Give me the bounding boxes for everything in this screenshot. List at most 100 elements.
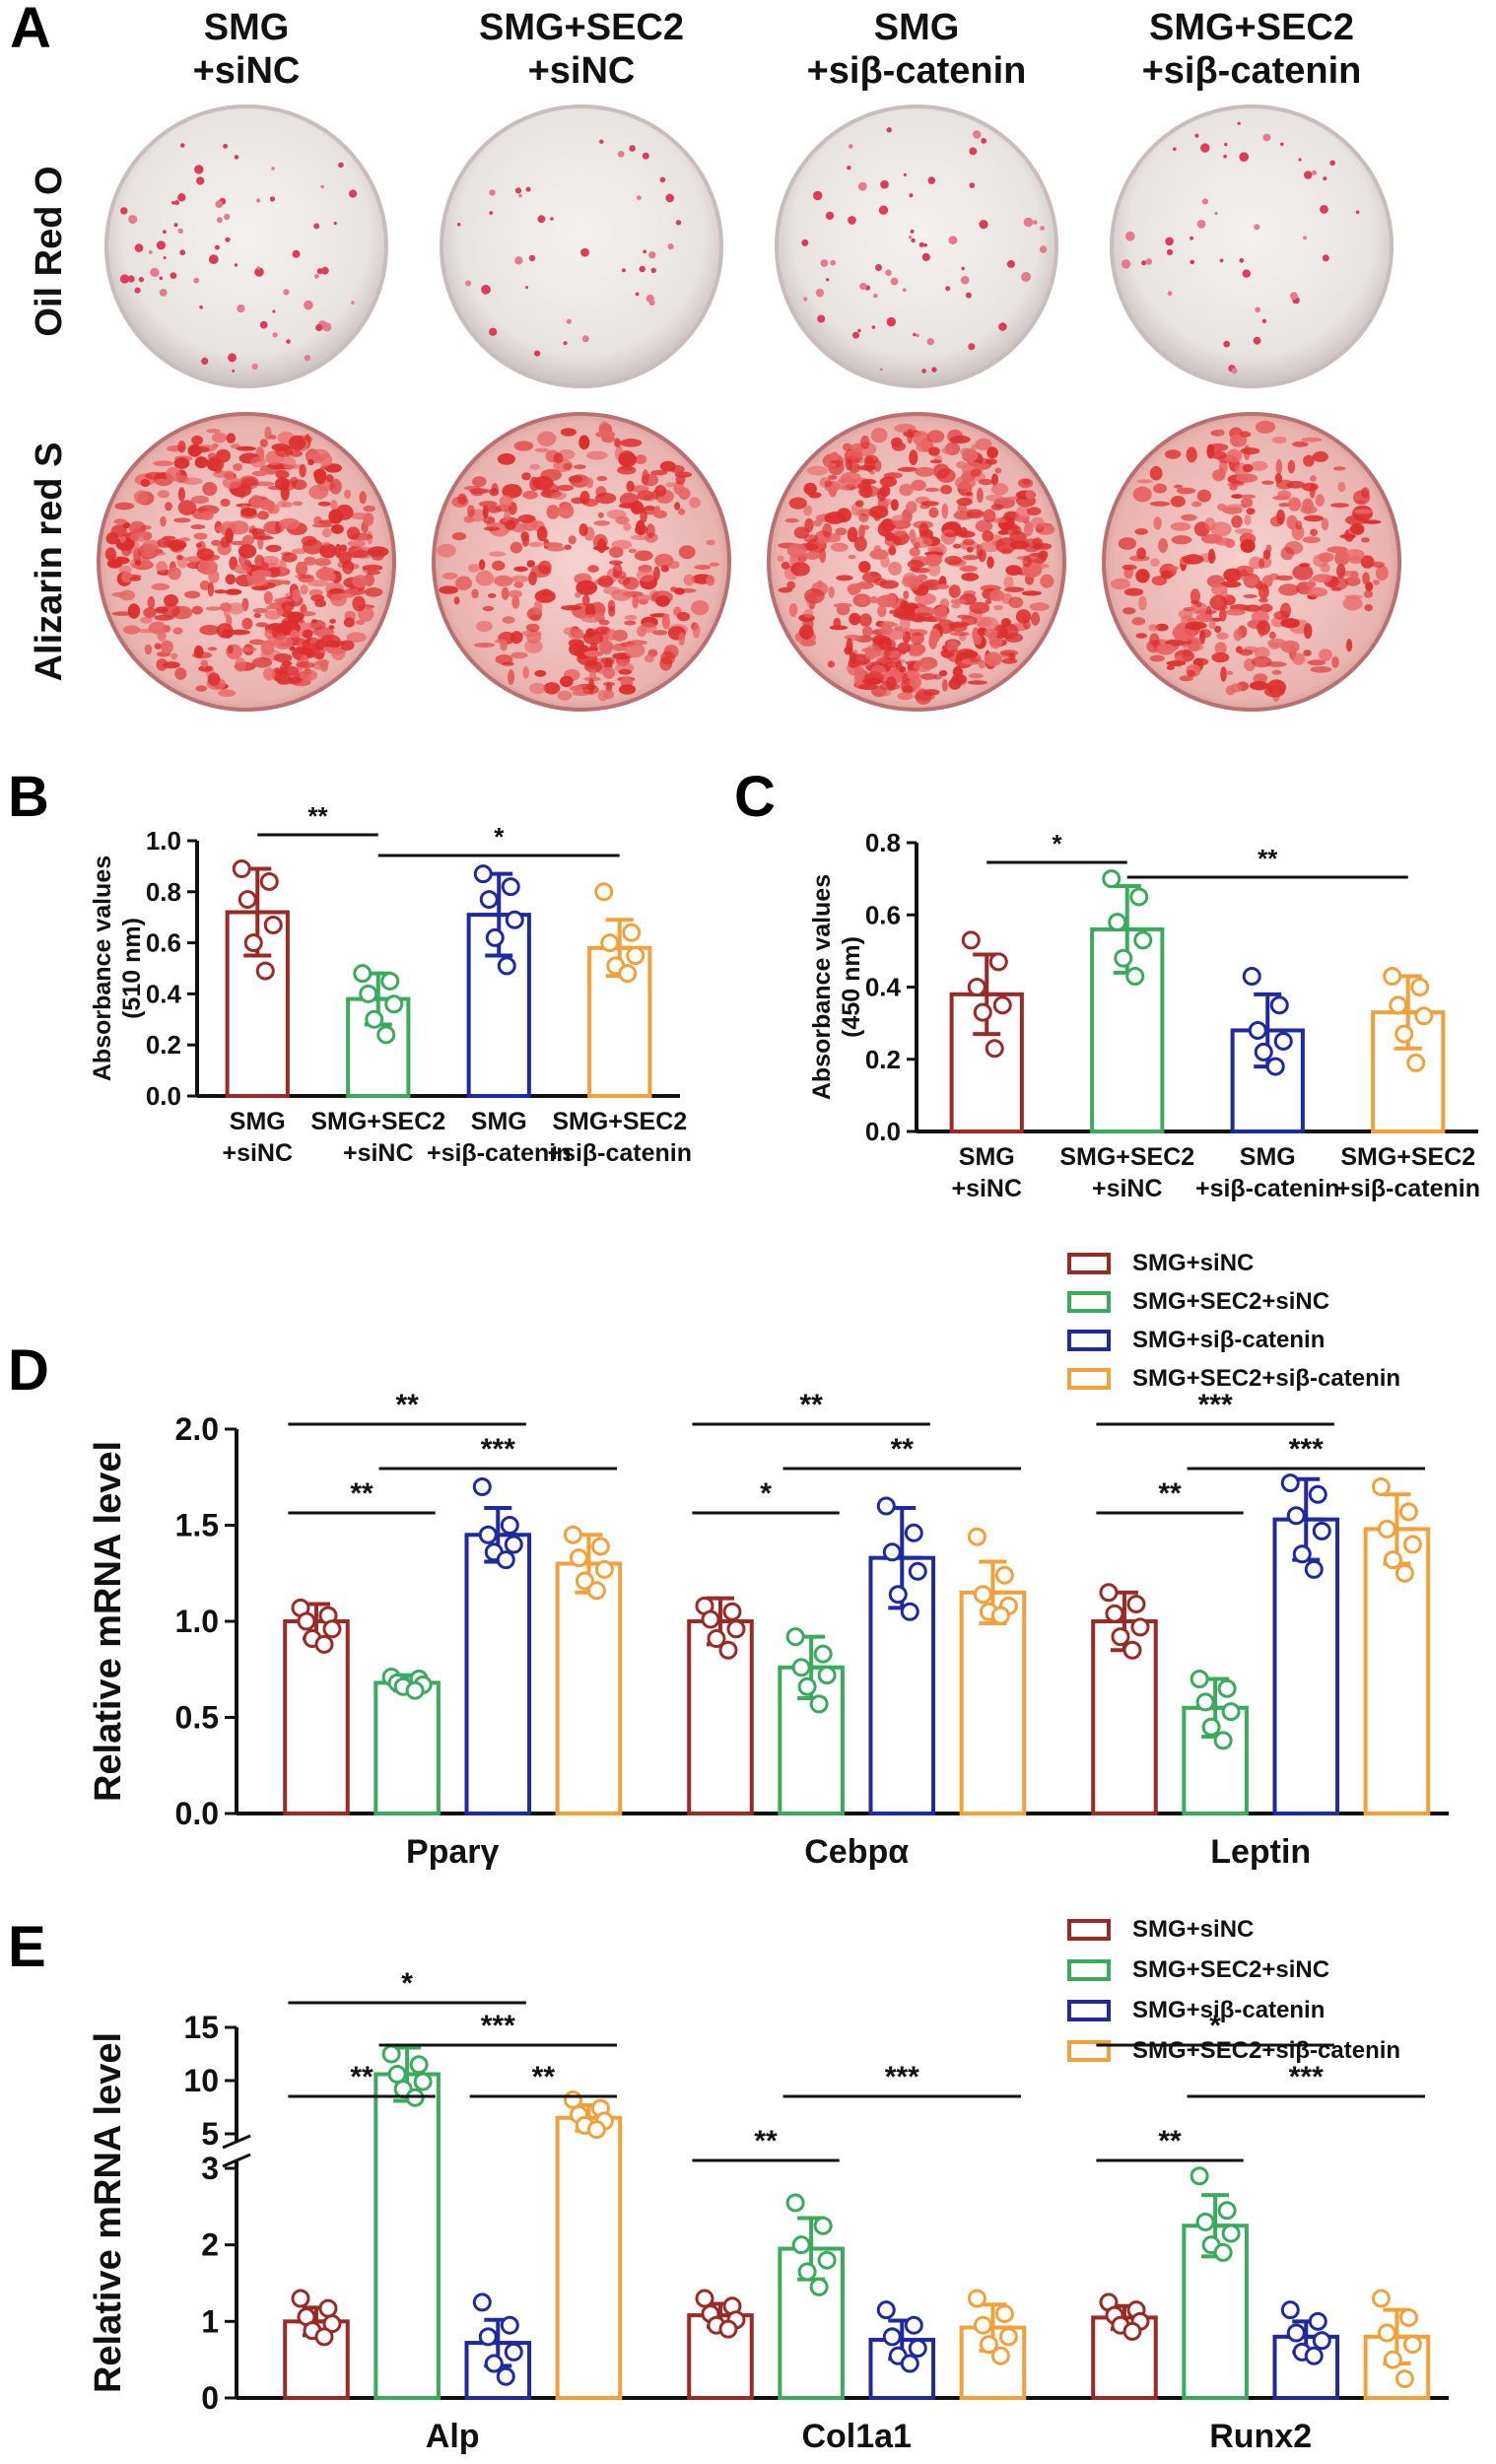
stain-spot xyxy=(215,200,224,209)
stain-spot xyxy=(1025,489,1036,500)
stain-spot xyxy=(813,190,823,201)
stain-spot xyxy=(1302,536,1321,544)
stain-spot xyxy=(465,280,472,287)
stain-spot xyxy=(982,530,994,542)
stain-spot xyxy=(919,504,930,510)
stain-spot xyxy=(1353,509,1373,514)
stain-spot xyxy=(640,510,647,523)
stain-spot xyxy=(1290,292,1298,301)
stain-spot xyxy=(858,513,869,522)
data-point xyxy=(496,2366,515,2386)
stain-spot xyxy=(661,613,670,630)
stain-spot xyxy=(1287,497,1302,512)
stain-spot xyxy=(261,562,269,572)
stain-spot xyxy=(478,559,486,571)
stain-spot xyxy=(1195,613,1213,623)
stain-spot xyxy=(518,193,522,198)
stain-spot xyxy=(1040,574,1054,588)
data-point xyxy=(785,2193,805,2213)
stain-spot xyxy=(1212,469,1226,482)
data-point xyxy=(590,1537,610,1556)
stain-spot xyxy=(864,677,880,685)
x-tick-label: SMG xyxy=(230,1108,286,1135)
stain-spot xyxy=(642,469,649,486)
stain-spot xyxy=(1216,632,1229,640)
stain-spot xyxy=(1344,576,1361,586)
stain-spot xyxy=(225,527,234,544)
stain-spot xyxy=(546,545,566,552)
stain-spot xyxy=(678,509,686,515)
stain-spot xyxy=(1344,594,1364,599)
stain-spot xyxy=(606,629,617,641)
stain-spot xyxy=(919,673,937,680)
x-tick-label: SMG+SEC2 xyxy=(310,1108,445,1135)
stain-spot xyxy=(824,462,837,468)
stain-spot xyxy=(909,547,920,557)
stain-spot xyxy=(550,217,554,221)
stain-spot xyxy=(321,527,332,538)
data-point xyxy=(1269,995,1289,1015)
stain-spot xyxy=(147,595,156,609)
data-point xyxy=(563,2089,582,2109)
data-point xyxy=(484,2354,504,2373)
stain-spot xyxy=(859,596,867,604)
stain-spot xyxy=(939,598,950,609)
stain-spot xyxy=(1280,640,1300,653)
stain-spot xyxy=(836,575,853,582)
stain-spot xyxy=(138,276,145,283)
stain-spot xyxy=(1360,537,1370,543)
data-point xyxy=(569,1548,588,1568)
y-tick-label: 1.0 xyxy=(146,826,181,856)
stain-spot xyxy=(1306,581,1317,588)
stain-spot xyxy=(190,524,206,530)
stain-spot xyxy=(307,448,330,460)
stain-spot xyxy=(857,464,876,471)
stain-spot xyxy=(674,502,681,511)
stain-spot xyxy=(320,266,329,275)
y-tick-label: 0.2 xyxy=(865,1045,901,1074)
stain-spot xyxy=(472,476,487,487)
stain-spot xyxy=(251,585,269,591)
stain-spot xyxy=(259,320,268,329)
data-point xyxy=(973,1585,992,1605)
stain-spot xyxy=(1225,685,1236,696)
stain-spot xyxy=(890,499,899,512)
stain-spot xyxy=(969,601,990,614)
data-point xyxy=(365,1009,384,1029)
data-point xyxy=(314,1634,334,1654)
stain-spot xyxy=(852,331,859,339)
stain-spot xyxy=(886,316,896,327)
stain-spot xyxy=(330,500,338,511)
data-point xyxy=(500,2315,519,2335)
stain-spot xyxy=(1135,633,1147,639)
stain-spot xyxy=(1363,589,1374,598)
legend-e-label: SMG+SEC2+siβ-catenin xyxy=(1132,2037,1400,2064)
data-point xyxy=(472,1477,492,1496)
stain-spot xyxy=(665,193,674,203)
stain-spot xyxy=(1221,581,1242,588)
stain-spot xyxy=(563,341,568,346)
stain-spot xyxy=(1194,133,1199,138)
stain-spot xyxy=(489,211,494,215)
x-tick-label: +siβ-catenin xyxy=(1195,1175,1340,1202)
stain-spot xyxy=(646,294,654,303)
stain-spot xyxy=(292,588,302,602)
stain-spot xyxy=(534,350,541,357)
stain-spot xyxy=(639,265,646,273)
x-tick-label: +siNC xyxy=(343,1139,414,1167)
y-tick-label: 15 xyxy=(183,2010,219,2045)
row-label-oil-red-o: Oil Red O xyxy=(29,166,70,336)
stain-spot xyxy=(195,542,202,548)
stain-spot xyxy=(962,555,980,561)
stain-spot xyxy=(853,536,867,552)
stain-spot xyxy=(1166,664,1175,670)
stain-spot xyxy=(184,590,201,599)
stain-spot xyxy=(679,588,697,593)
stain-spot xyxy=(1375,565,1389,581)
stain-spot xyxy=(781,561,790,570)
stain-spot xyxy=(1273,610,1290,620)
stain-spot xyxy=(513,441,534,451)
stain-spot xyxy=(951,673,967,685)
stain-spot xyxy=(828,484,838,498)
stain-spot xyxy=(193,277,200,284)
